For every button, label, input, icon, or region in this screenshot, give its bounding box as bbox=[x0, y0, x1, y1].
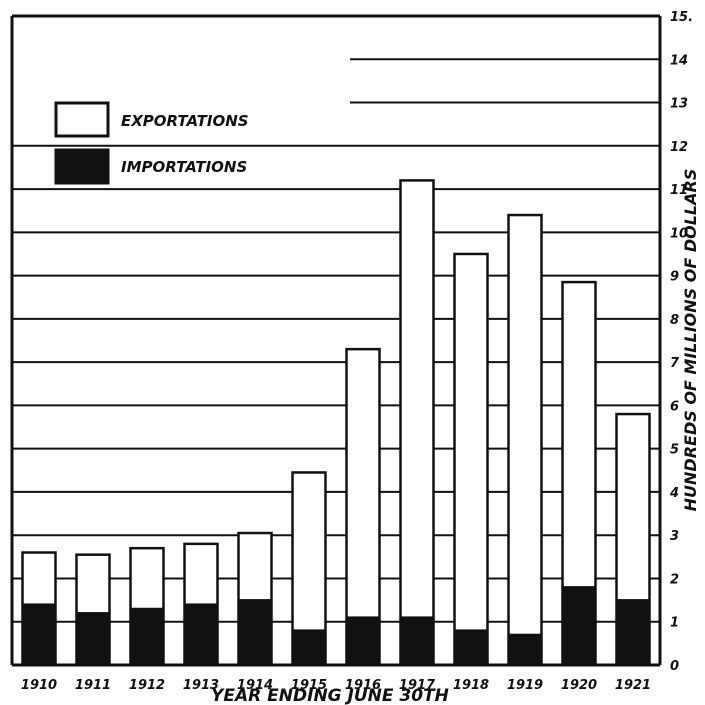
y-tick-label: 13 bbox=[670, 97, 688, 112]
x-tick-label: 1915 bbox=[291, 678, 327, 693]
y-tick-label: 0 bbox=[670, 659, 679, 674]
legend-swatch-importations bbox=[54, 148, 110, 185]
y-tick-label: 8 bbox=[670, 313, 679, 328]
x-tick-label: 1912 bbox=[129, 678, 165, 693]
x-axis-label: YEAR ENDING JUNE 30TH bbox=[211, 686, 449, 705]
y-tick-label: 15. bbox=[670, 10, 693, 25]
bar-exportations bbox=[345, 347, 381, 667]
legend-swatch-exportations bbox=[54, 101, 110, 138]
bar-importations bbox=[345, 616, 381, 667]
y-tick-label: 10 bbox=[670, 226, 688, 241]
x-tick-label: 1921 bbox=[615, 678, 651, 693]
y-tick-label: 3 bbox=[670, 529, 679, 544]
y-axis-label: HUNDREDS OF MILLIONS OF DOLLARS bbox=[681, 169, 700, 512]
y-tick-label: 7 bbox=[670, 356, 680, 371]
x-tick-label: 1916 bbox=[345, 678, 381, 693]
bar-importations bbox=[507, 633, 543, 666]
x-tick-label: 1913 bbox=[183, 678, 219, 693]
bar-importations bbox=[561, 586, 597, 666]
x-tick-label: 1920 bbox=[561, 678, 597, 693]
bar-importations bbox=[399, 616, 435, 667]
x-tick-label: 1914 bbox=[237, 678, 273, 693]
legend-label-exportations: EXPORTATIONS bbox=[121, 112, 249, 130]
y-tick-label: 14 bbox=[670, 53, 688, 68]
y-tick-label: 1 bbox=[670, 616, 679, 631]
x-tick-label: 1917 bbox=[399, 678, 436, 693]
gridlines bbox=[12, 58, 660, 623]
bar-importations bbox=[453, 629, 489, 666]
bar-exportations bbox=[453, 252, 489, 667]
bar-importations bbox=[129, 607, 165, 667]
x-tick-label: 1918 bbox=[453, 678, 489, 693]
bar-importations bbox=[291, 629, 327, 666]
y-tick-label: 2 bbox=[670, 572, 679, 587]
bar-exportations bbox=[399, 179, 435, 667]
y-tick-label: 5 bbox=[670, 443, 679, 458]
y-tick-label: 12 bbox=[670, 140, 688, 155]
x-tick-labels: 1910 1911 1912 1913 1914 1915 1916 1917 1918 1919… bbox=[21, 678, 651, 693]
y-tick-label: 4 bbox=[669, 486, 679, 501]
bar-exportations bbox=[507, 213, 543, 667]
x-tick-label: 1919 bbox=[507, 678, 543, 693]
legend-label-importations: IMPORTATIONS bbox=[121, 158, 247, 176]
y-tick-label: 9 bbox=[670, 270, 679, 285]
bar-importations bbox=[75, 612, 111, 667]
x-tick-label: 1911 bbox=[75, 678, 111, 693]
bar-importations bbox=[21, 603, 57, 667]
y-tick-label: 6 bbox=[670, 399, 679, 414]
bar-importations bbox=[615, 599, 651, 666]
x-tick-label: 1910 bbox=[21, 678, 57, 693]
bar-importations bbox=[237, 599, 273, 666]
bars bbox=[21, 179, 651, 667]
legend: EXPORTATIONS IMPORTATIONS bbox=[54, 101, 249, 185]
y-tick-label: 11 bbox=[670, 183, 688, 198]
bar-importations bbox=[183, 603, 219, 667]
